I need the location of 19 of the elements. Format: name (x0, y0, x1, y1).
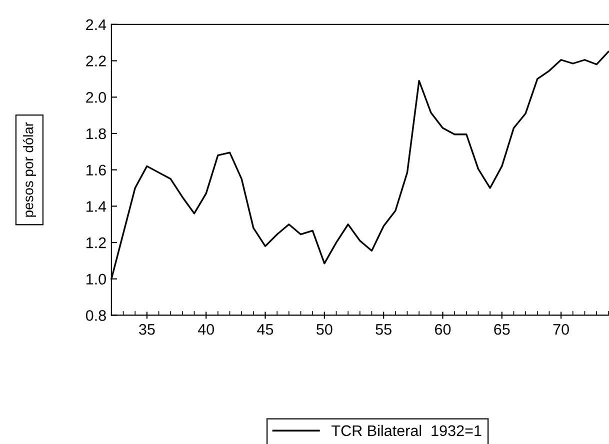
y-tick-label: 2.0 (86, 92, 106, 103)
x-tick-label: 45 (257, 324, 274, 335)
y-tick-label: 1.2 (86, 237, 106, 248)
y-tick-label: 0.8 (86, 310, 106, 321)
x-tick-label: 60 (435, 324, 451, 335)
y-axis-title: pesos por dólar (22, 122, 36, 217)
x-tick-label: 70 (553, 324, 569, 335)
x-tick-label: 40 (198, 324, 214, 335)
x-tick-label: 50 (316, 324, 332, 335)
y-tick-label: 2.4 (86, 19, 106, 30)
x-tick-label: 55 (376, 324, 392, 335)
y-tick-label: 1.0 (86, 274, 106, 285)
y-tick-label: 1.4 (86, 201, 106, 212)
y-tick-label: 2.2 (86, 56, 106, 66)
x-tick-label: 65 (494, 324, 510, 335)
y-tick-label: 1.8 (86, 128, 106, 140)
y-tick-label: 1.6 (86, 164, 106, 176)
x-tick-label: 35 (139, 324, 155, 335)
legend-label: TCR Bilateral 1932=1 (332, 424, 482, 436)
